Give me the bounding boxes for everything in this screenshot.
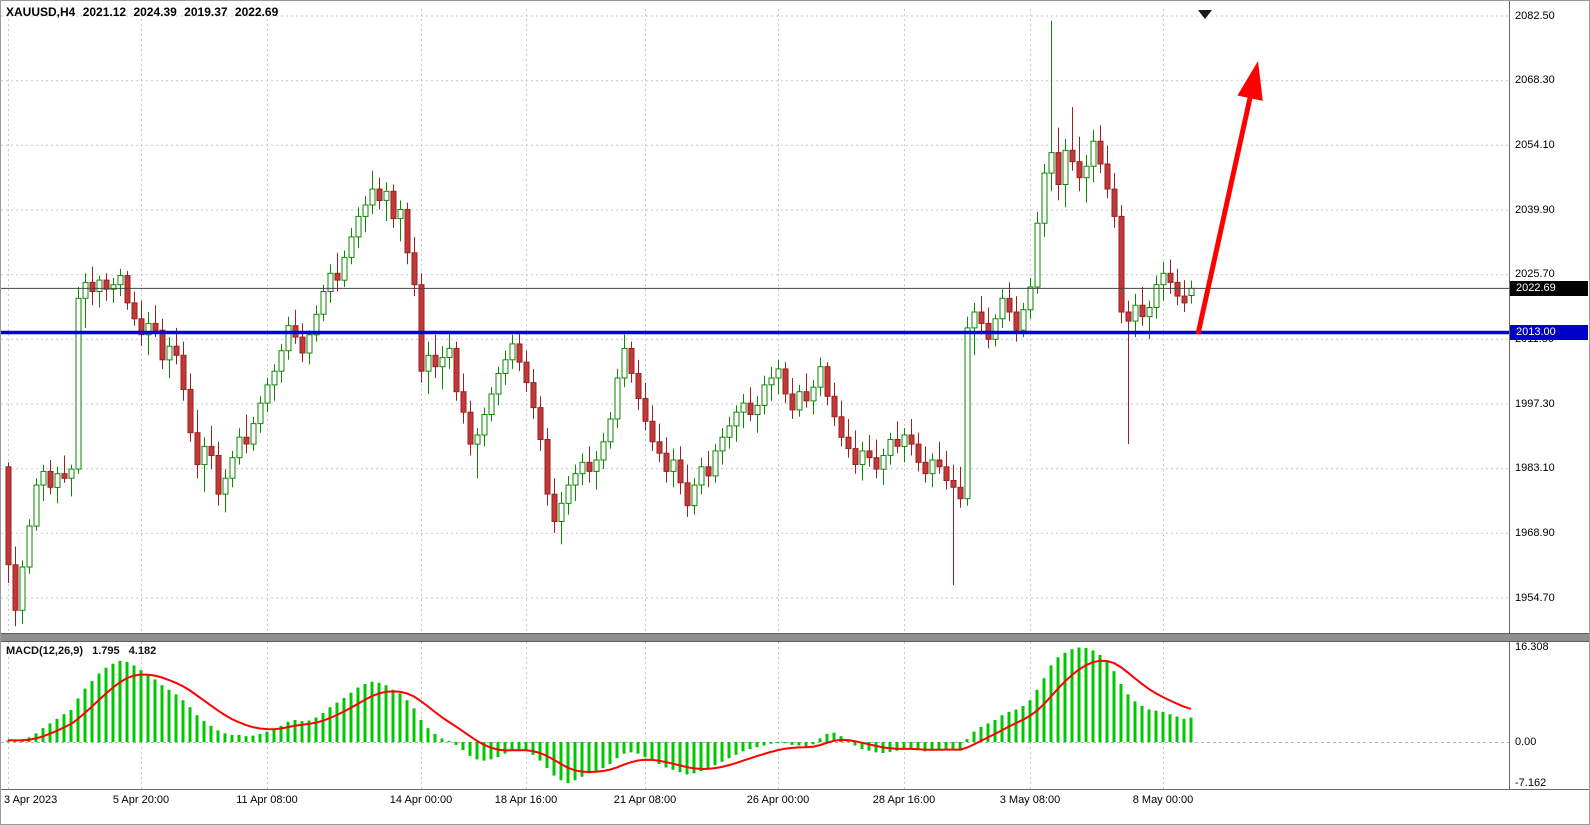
time-axis-label: 18 Apr 16:00 (494, 794, 558, 806)
price-axis-label: 2068.30 (1515, 74, 1555, 86)
bid-price-badge: 2022.69 (1510, 281, 1588, 296)
macd-main-value: 1.795 (92, 645, 120, 657)
close-value: 2022.69 (234, 5, 279, 19)
time-axis-label: 5 Apr 20:00 (112, 794, 170, 806)
candlesticks (5, 20, 1195, 627)
vertical-gridlines (8, 9, 1164, 789)
macd-indicator-label: MACD(12,26,9) 1.795 4.182 (6, 645, 162, 657)
price-axis-label: 2054.10 (1515, 139, 1555, 151)
macd-histogram (6, 647, 1193, 784)
price-axis-label: 2082.50 (1515, 10, 1555, 22)
open-value: 2021.12 (82, 5, 127, 19)
time-axis-label: 26 Apr 00:00 (746, 794, 810, 806)
time-axis-label: 28 Apr 16:00 (872, 794, 936, 806)
time-axis-label: 3 May 08:00 (999, 794, 1061, 806)
time-axis-label: 14 Apr 00:00 (389, 794, 453, 806)
time-axis-label: 11 Apr 08:00 (236, 794, 298, 806)
time-axis[interactable] (1, 790, 1589, 824)
panel-splitter[interactable] (1, 633, 1589, 642)
chart-shift-marker[interactable] (1198, 10, 1212, 19)
high-value: 2024.39 (133, 5, 177, 19)
price-axis-label: 1968.90 (1515, 527, 1555, 539)
support-level-badge: 2013.00 (1510, 325, 1588, 340)
macd-name: MACD(12,26,9) (6, 645, 84, 657)
macd-axis-label: 16.308 (1515, 641, 1549, 653)
low-value: 2019.37 (184, 5, 228, 19)
macd-signal-value: 4.182 (128, 645, 157, 657)
macd-signal-line (7, 659, 1192, 774)
symbol-period-label: XAUUSD,H4 (6, 5, 76, 19)
price-axis-label: 2039.90 (1515, 204, 1555, 216)
macd-axis-label: 0.00 (1515, 736, 1537, 748)
horizontal-gridlines (1, 15, 1509, 599)
time-axis-label: 3 Apr 2023 (4, 794, 58, 806)
price-axis-label: 1983.10 (1515, 462, 1555, 474)
price-axis-label: 1997.30 (1515, 398, 1555, 410)
macd-axis-label: -7.162 (1515, 777, 1547, 789)
price-axis-label: 1954.70 (1515, 592, 1555, 604)
trend-arrow[interactable] (1195, 61, 1263, 335)
time-axis-label: 8 May 00:00 (1132, 794, 1194, 806)
price-axis-label: 2025.70 (1515, 268, 1555, 280)
chart-ohlc-header: XAUUSD,H4 2021.12 2024.39 2019.37 2022.6… (6, 5, 282, 19)
time-axis-label: 21 Apr 08:00 (613, 794, 677, 806)
